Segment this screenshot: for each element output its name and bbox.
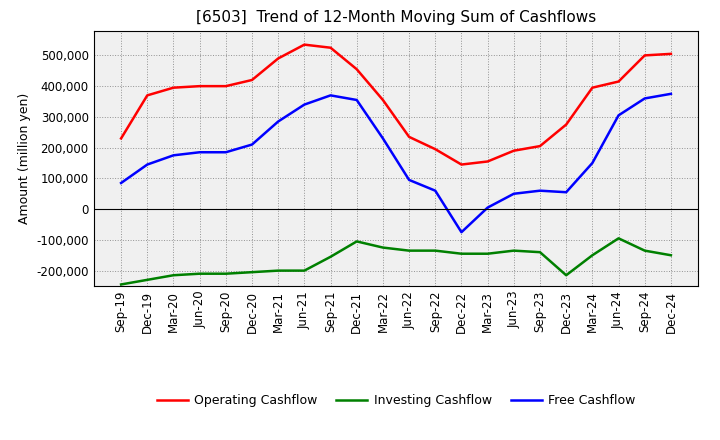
Investing Cashflow [562,273,570,278]
Operating Cashflow [379,97,387,103]
Free Cashflow [562,190,570,195]
Operating Cashflow [405,134,413,139]
Free Cashflow [640,96,649,101]
Operating Cashflow [483,159,492,164]
Investing Cashflow [667,253,675,258]
Investing Cashflow [222,271,230,276]
Y-axis label: Amount (million yen): Amount (million yen) [18,93,31,224]
Operating Cashflow [195,84,204,89]
Operating Cashflow [248,77,256,83]
Operating Cashflow [457,162,466,167]
Free Cashflow [143,162,152,167]
Free Cashflow [536,188,544,193]
Free Cashflow [195,150,204,155]
Operating Cashflow [222,84,230,89]
Operating Cashflow [562,122,570,127]
Free Cashflow [248,142,256,147]
Investing Cashflow [326,254,335,260]
Free Cashflow [379,136,387,141]
Investing Cashflow [640,248,649,253]
Operating Cashflow [300,42,309,47]
Legend: Operating Cashflow, Investing Cashflow, Free Cashflow: Operating Cashflow, Investing Cashflow, … [152,389,640,412]
Operating Cashflow [588,85,597,90]
Free Cashflow [457,230,466,235]
Operating Cashflow [431,147,440,152]
Investing Cashflow [274,268,282,273]
Investing Cashflow [536,249,544,255]
Investing Cashflow [169,273,178,278]
Free Cashflow [169,153,178,158]
Investing Cashflow [143,277,152,282]
Operating Cashflow [326,45,335,50]
Operating Cashflow [352,66,361,72]
Operating Cashflow [274,56,282,61]
Operating Cashflow [614,79,623,84]
Investing Cashflow [614,236,623,241]
Free Cashflow [483,205,492,210]
Operating Cashflow [510,148,518,154]
Line: Investing Cashflow: Investing Cashflow [121,238,671,285]
Operating Cashflow [640,53,649,58]
Investing Cashflow [117,282,125,287]
Line: Free Cashflow: Free Cashflow [121,94,671,232]
Free Cashflow [431,188,440,193]
Free Cashflow [510,191,518,196]
Operating Cashflow [143,93,152,98]
Investing Cashflow [405,248,413,253]
Investing Cashflow [457,251,466,257]
Free Cashflow [117,180,125,186]
Investing Cashflow [431,248,440,253]
Free Cashflow [667,91,675,96]
Line: Operating Cashflow: Operating Cashflow [121,44,671,165]
Title: [6503]  Trend of 12-Month Moving Sum of Cashflows: [6503] Trend of 12-Month Moving Sum of C… [196,11,596,26]
Investing Cashflow [379,245,387,250]
Free Cashflow [326,93,335,98]
Investing Cashflow [352,239,361,244]
Operating Cashflow [667,51,675,56]
Free Cashflow [405,177,413,183]
Free Cashflow [300,102,309,107]
Investing Cashflow [248,270,256,275]
Investing Cashflow [483,251,492,257]
Free Cashflow [352,97,361,103]
Free Cashflow [614,113,623,118]
Operating Cashflow [536,143,544,149]
Investing Cashflow [588,253,597,258]
Investing Cashflow [300,268,309,273]
Investing Cashflow [510,248,518,253]
Operating Cashflow [169,85,178,90]
Free Cashflow [274,119,282,124]
Operating Cashflow [117,136,125,141]
Free Cashflow [222,150,230,155]
Free Cashflow [588,160,597,165]
Investing Cashflow [195,271,204,276]
